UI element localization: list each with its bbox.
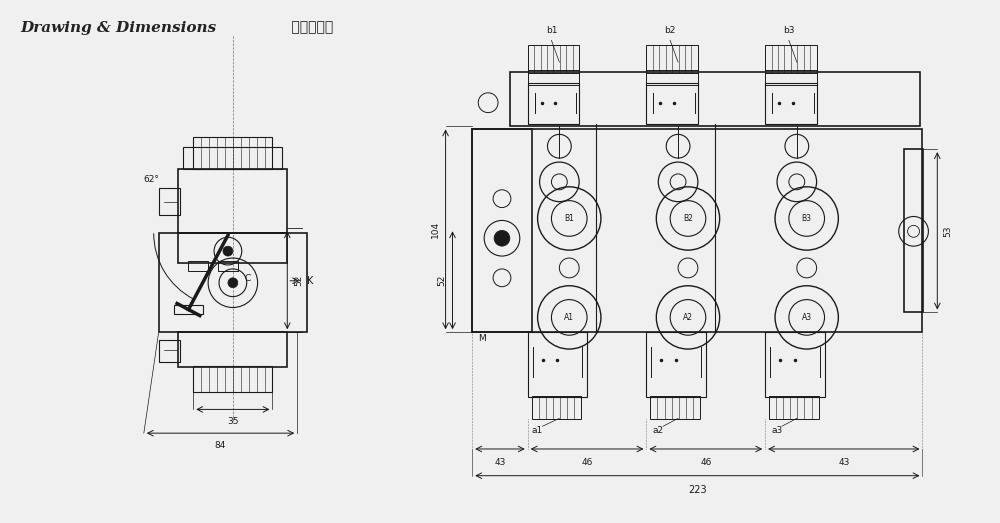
Bar [218,261,238,271]
Bar [528,70,579,85]
Bar [188,261,208,271]
Bar [159,340,180,362]
Circle shape [228,278,238,288]
Text: 53: 53 [943,225,952,236]
Bar [650,395,700,419]
Bar [646,332,706,396]
Text: a2: a2 [653,426,664,435]
Bar [765,83,817,124]
Bar [528,83,579,124]
Bar [646,46,698,73]
Bar [646,70,698,85]
Bar [646,83,698,124]
Bar [528,46,579,73]
Bar [904,149,923,312]
Text: 图纸和尺寸: 图纸和尺寸 [287,20,334,35]
Text: a3: a3 [771,426,783,435]
Text: 52: 52 [438,275,447,286]
Bar [472,129,532,332]
Bar [532,395,581,419]
Bar [183,147,282,169]
Text: 43: 43 [494,458,506,467]
Text: a1: a1 [532,426,543,435]
Bar [193,366,272,392]
Text: b3: b3 [783,27,795,36]
Bar [193,138,272,169]
Bar [769,395,819,419]
Text: 223: 223 [688,485,707,495]
Text: 52: 52 [294,275,303,286]
Bar [159,233,307,332]
Text: 35: 35 [227,417,239,426]
Bar [174,304,203,314]
Text: A1: A1 [564,313,574,322]
Text: B3: B3 [802,214,812,223]
Text: 43: 43 [838,458,849,467]
Text: K: K [307,276,313,286]
Bar [178,169,287,233]
Circle shape [494,230,510,246]
Text: M: M [478,334,486,343]
Text: A2: A2 [683,313,693,322]
Text: 46: 46 [700,458,711,467]
Text: A3: A3 [802,313,812,322]
Bar [178,233,287,263]
Bar [528,332,587,396]
Text: b1: b1 [546,27,557,36]
Text: B1: B1 [564,214,574,223]
Bar [472,129,922,332]
Text: 84: 84 [215,441,226,450]
Bar [159,188,180,215]
Bar [765,332,825,396]
Text: b2: b2 [664,27,676,36]
Text: 46: 46 [581,458,593,467]
Text: Drawing & Dimensions: Drawing & Dimensions [20,20,216,35]
Bar [178,332,287,367]
Text: B2: B2 [683,214,693,223]
Text: C: C [245,274,251,283]
Bar [765,46,817,73]
Bar [765,70,817,85]
Text: 104: 104 [431,221,440,238]
Bar [510,72,920,127]
Circle shape [223,246,233,256]
Text: 62°: 62° [144,175,160,184]
